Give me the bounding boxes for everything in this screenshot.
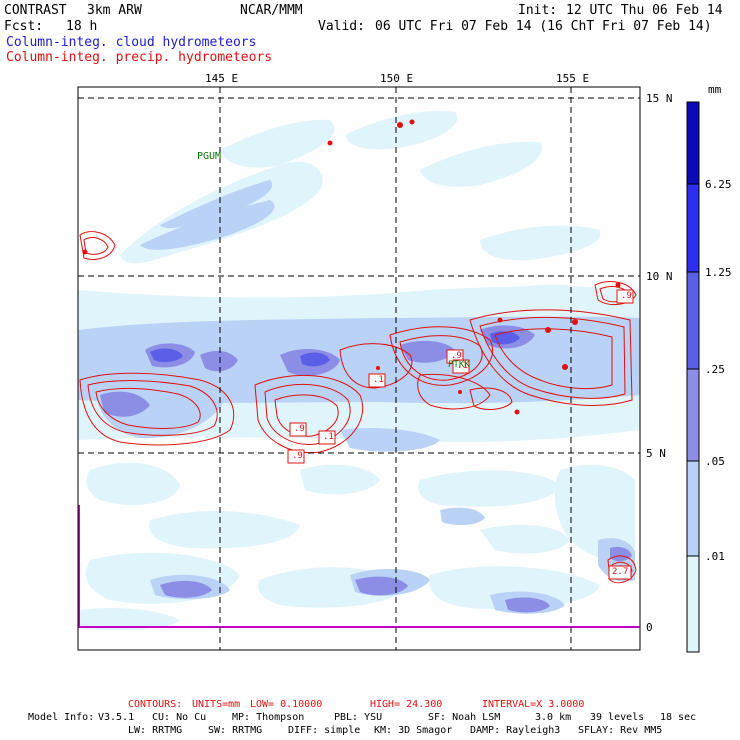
lat-label-5n: 5 N xyxy=(646,447,666,460)
colorbar-label-6-25: 6.25 xyxy=(705,178,732,191)
contour-label: .1 xyxy=(323,432,334,442)
contour-label-boxes xyxy=(287,289,634,580)
colorbar-label-0-25: .25 xyxy=(705,363,725,376)
contour-label: .1 xyxy=(457,361,468,371)
station-label-ptkk: PTKK xyxy=(448,360,470,370)
contours-high: HIGH= 24.300 xyxy=(370,699,443,710)
time-step: 18 sec xyxy=(660,712,697,723)
lat-lon-grid xyxy=(78,87,640,650)
fcst-hour: 18 h xyxy=(66,19,98,34)
sflay-scheme: SFLAY: Rev MM5 xyxy=(578,725,663,736)
lat-label-10n: 10 N xyxy=(646,270,673,283)
field1-title: Column-integ. cloud hydrometeors xyxy=(6,35,257,50)
lon-label-155: 155 E xyxy=(556,72,590,85)
fcst-label: Fcst: xyxy=(4,19,44,34)
model-version: V3.5.1 xyxy=(98,712,135,723)
station-label-pgum: PGUM xyxy=(197,151,222,162)
valid-label: Valid: xyxy=(318,19,365,34)
colorbar-label-0-01: .01 xyxy=(705,550,725,563)
field2-title: Column-integ. precip. hydrometeors xyxy=(6,50,273,65)
map-frame xyxy=(77,86,641,651)
contour-label: .9 xyxy=(294,424,305,434)
init-time: 12 UTC Thu 06 Feb 14 xyxy=(566,3,723,18)
sf-scheme: SF: Noah LSM xyxy=(428,712,501,723)
cu-scheme: CU: No Cu xyxy=(152,712,207,723)
pbl-scheme: PBL: YSU xyxy=(334,712,383,723)
init-label: Init: xyxy=(518,3,558,18)
colorbar xyxy=(686,101,700,653)
lat-label-15n: 15 N xyxy=(646,92,673,105)
model-info-label: Model Info: xyxy=(28,712,95,723)
contour-label: .9 xyxy=(292,451,303,461)
mp-scheme: MP: Thompson xyxy=(232,712,305,723)
km-scheme: KM: 3D Smagor xyxy=(374,725,453,736)
colorbar-label-0-05: .05 xyxy=(705,455,725,468)
lat-label-0: 0 xyxy=(646,621,653,634)
colorbar-unit: mm xyxy=(708,83,722,96)
lw-scheme: LW: RRTMG xyxy=(128,725,183,736)
contour-label: .1 xyxy=(373,375,384,385)
lon-label-145: 145 E xyxy=(205,72,239,85)
contours-label: CONTOURS: xyxy=(128,699,183,710)
contours-interval: INTERVAL=X 3.0000 xyxy=(482,699,585,710)
sw-scheme: SW: RRTMG xyxy=(208,725,263,736)
contour-label: .9 xyxy=(621,291,632,301)
precip-contours xyxy=(79,231,637,584)
resolution: 3.0 km xyxy=(535,712,572,723)
contour-label: 2.7 xyxy=(612,567,629,577)
valid-time: 06 UTC Fri 07 Feb 14 (16 ChT Fri 07 Feb … xyxy=(375,19,712,34)
lon-label-150: 150 E xyxy=(380,72,414,85)
vertical-levels: 39 levels xyxy=(590,712,645,723)
precip-cores xyxy=(82,119,621,415)
grid-spec: 3km ARW xyxy=(87,3,142,18)
damp-scheme: DAMP: Rayleigh3 xyxy=(470,725,561,736)
contours-units: UNITS=mm xyxy=(192,699,241,710)
center-name: NCAR/MMM xyxy=(240,3,303,18)
contour-label: .9 xyxy=(451,351,462,361)
colorbar-label-1-25: 1.25 xyxy=(705,266,732,279)
contours-low: LOW= 0.10000 xyxy=(250,699,323,710)
model-name: CONTRAST xyxy=(4,3,67,18)
diff-scheme: DIFF: simple xyxy=(288,725,361,736)
